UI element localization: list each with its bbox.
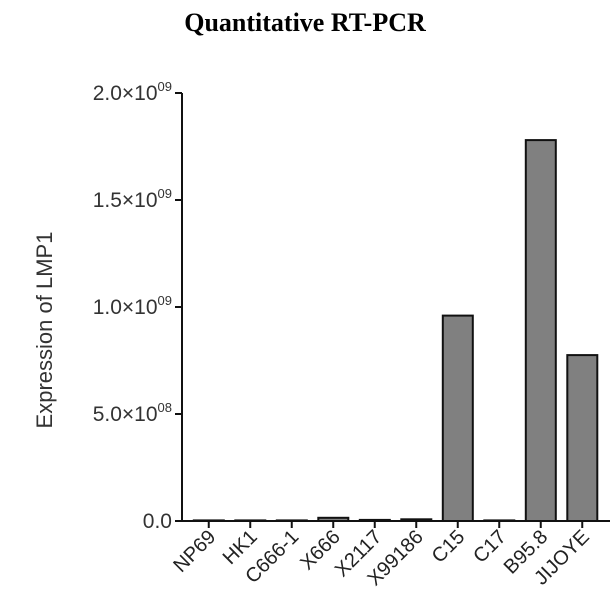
x-tick-label: C15	[428, 526, 470, 568]
y-tick-label: 1.0×1009	[93, 293, 172, 319]
y-tick-label: 2.0×1009	[93, 79, 172, 105]
chart-title: Quantitative RT-PCR	[184, 8, 426, 37]
x-tick-label: NP69	[169, 526, 220, 577]
y-axis-label: Expression of LMP1	[32, 232, 57, 429]
bars-group	[192, 139, 599, 523]
y-tick-label: 0.0	[143, 510, 172, 533]
bar-jijoye	[566, 354, 599, 522]
y-ticks-group: 0.0 5.0×1008 1.0×1009 1.5×1009 2.0×1009	[93, 79, 182, 533]
y-tick-label: 1.5×1009	[93, 186, 172, 212]
bar-c15	[441, 314, 474, 522]
bar-b95-8	[524, 139, 557, 522]
y-tick-label: 5.0×1008	[93, 400, 172, 426]
